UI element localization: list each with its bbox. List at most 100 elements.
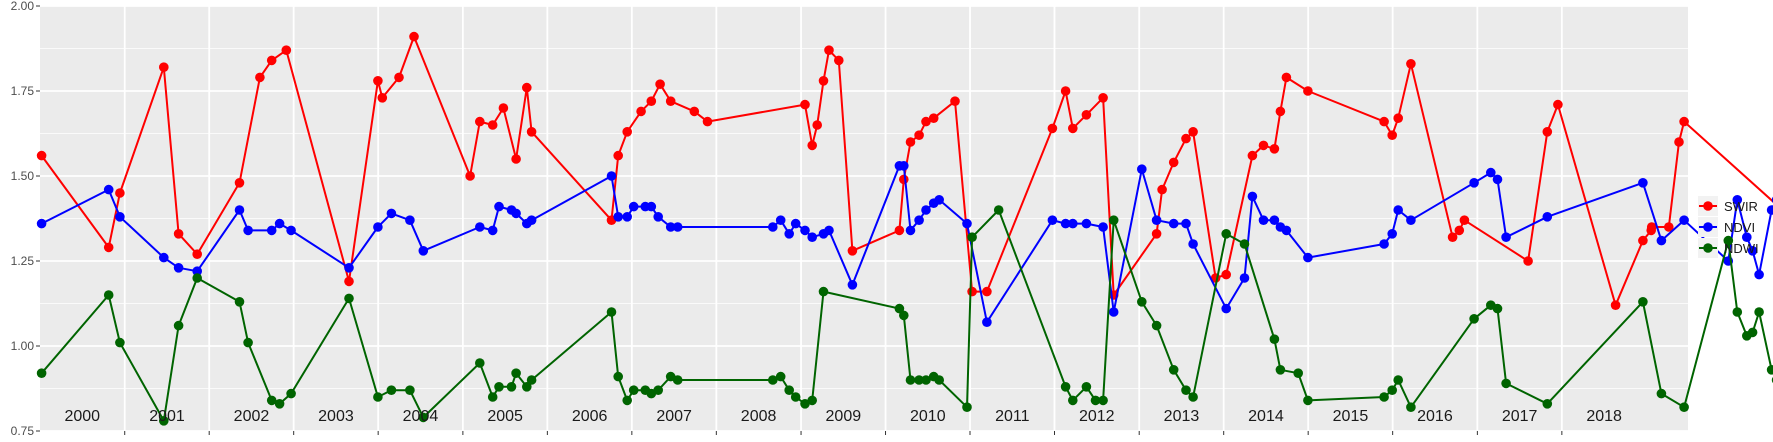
data-point-swir (1247, 150, 1258, 161)
data-point-swir (921, 116, 931, 127)
data-point-swir (522, 82, 532, 93)
data-point-ndwi (1638, 297, 1648, 307)
data-point-swir (1081, 110, 1092, 120)
data-point-swir (1047, 123, 1058, 134)
data-point-swir (465, 171, 475, 181)
data-point-ndvi (1247, 191, 1258, 202)
data-point-swir (1610, 300, 1621, 311)
data-point-ndvi (1168, 218, 1179, 229)
data-point-swir (475, 116, 485, 127)
year-label: 2005 (487, 408, 523, 425)
data-point-ndwi (1501, 378, 1511, 389)
data-point-swir (1393, 113, 1403, 123)
data-point-ndwi (899, 310, 909, 321)
data-point-swir (1221, 269, 1231, 280)
data-point-ndvi (173, 263, 184, 273)
data-point-ndvi (526, 215, 537, 225)
data-point-ndwi (494, 382, 504, 392)
data-point-ndwi (1723, 235, 1734, 246)
data-point-swir (800, 99, 810, 110)
data-point-ndvi (1137, 164, 1147, 174)
data-point-ndwi (993, 205, 1004, 215)
data-point-swir (1060, 86, 1071, 96)
data-point-ndwi (1188, 392, 1198, 402)
y-tick-label: 1.75 (11, 84, 35, 98)
data-point-swir (1459, 215, 1470, 225)
data-point-swir (511, 154, 521, 164)
year-label: 2012 (1079, 408, 1115, 425)
data-point-swir (1281, 72, 1292, 83)
data-point-ndwi (800, 399, 810, 409)
data-point-ndvi (847, 280, 858, 290)
data-point-ndvi (159, 252, 169, 263)
data-point-ndwi (1239, 239, 1250, 249)
data-point-ndwi (934, 375, 944, 385)
data-point-ndwi (373, 392, 383, 402)
data-point-ndvi (494, 201, 504, 212)
data-point-ndvi (1747, 246, 1758, 256)
data-point-ndvi (665, 222, 676, 232)
data-point-swir (655, 79, 665, 89)
data-point-ndwi (522, 382, 532, 392)
data-point-swir (636, 106, 646, 117)
data-point-ndvi (1281, 225, 1292, 236)
data-point-ndwi (1406, 402, 1416, 413)
data-point-ndvi (962, 218, 972, 229)
data-point-ndwi (818, 286, 829, 297)
data-point-swir (894, 225, 905, 236)
data-point-swir (1674, 137, 1684, 147)
data-point-swir (192, 249, 202, 259)
data-point-ndwi (628, 385, 639, 396)
year-label: 2015 (1333, 408, 1369, 425)
data-point-ndwi (511, 368, 521, 379)
data-point-ndvi (487, 225, 498, 236)
data-point-swir (373, 76, 383, 86)
data-point-ndwi (905, 375, 916, 385)
data-point-swir (1523, 256, 1533, 266)
data-point-swir (818, 76, 829, 86)
data-point-ndwi (386, 385, 397, 396)
data-point-swir (824, 45, 834, 55)
data-point-swir (1646, 222, 1657, 232)
data-point-ndvi (286, 225, 296, 236)
data-point-ndwi (1393, 375, 1403, 385)
year-label: 2013 (1164, 408, 1200, 425)
data-point-swir (899, 174, 909, 185)
data-point-ndvi (653, 212, 663, 222)
data-point-swir (950, 96, 960, 106)
data-point-swir (847, 246, 858, 256)
data-point-ndwi (914, 375, 924, 385)
data-point-swir (1151, 229, 1162, 239)
data-point-ndwi (475, 358, 485, 368)
data-point-ndvi (1486, 167, 1496, 178)
data-point-ndvi (1469, 178, 1479, 188)
data-point-ndwi (1747, 327, 1758, 338)
y-tick-label: 1.50 (11, 169, 35, 183)
data-point-swir (1188, 127, 1198, 137)
data-point-ndvi (1542, 212, 1553, 222)
data-point-swir (498, 103, 509, 113)
y-axis: 0.75 1.00 1.25 1.50 1.75 2.00 (11, 0, 1563, 438)
data-point-ndvi (982, 317, 992, 328)
data-point-ndwi (1151, 320, 1162, 331)
data-point-ndwi (1060, 382, 1071, 392)
data-point-ndvi (784, 229, 794, 239)
data-point-ndvi (824, 225, 834, 236)
data-point-swir (487, 120, 498, 130)
data-point-ndvi (243, 225, 253, 236)
data-point-ndwi (1469, 314, 1479, 324)
data-point-ndvi (1151, 215, 1162, 225)
data-point-swir (281, 45, 292, 55)
data-point-swir (613, 150, 623, 161)
data-point-ndwi (506, 382, 517, 392)
data-point-swir (115, 188, 125, 198)
data-point-ndwi (622, 395, 632, 406)
data-point-swir (928, 113, 939, 123)
data-point-ndvi (373, 222, 383, 232)
data-point-swir (967, 286, 977, 297)
y-tick-label: 2.00 (11, 0, 35, 13)
data-point-ndwi (1221, 229, 1231, 239)
data-point-ndwi (613, 371, 623, 382)
data-point-swir (1303, 86, 1313, 96)
